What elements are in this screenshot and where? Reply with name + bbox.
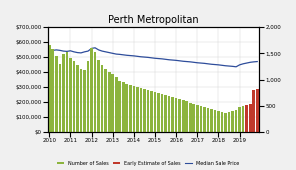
- Bar: [161, 94, 163, 132]
- Bar: [69, 57, 72, 132]
- Bar: [48, 46, 51, 132]
- Legend: Number of Sales, Early Estimate of Sales, Median Sale Price: Number of Sales, Early Estimate of Sales…: [55, 159, 241, 168]
- Bar: [122, 82, 125, 132]
- Bar: [171, 97, 174, 132]
- Bar: [196, 105, 199, 132]
- Bar: [200, 106, 202, 132]
- Bar: [182, 100, 184, 132]
- Bar: [129, 85, 132, 132]
- Bar: [59, 64, 61, 132]
- Bar: [66, 52, 68, 132]
- Bar: [73, 61, 75, 132]
- Bar: [249, 104, 252, 132]
- Bar: [235, 110, 237, 132]
- Bar: [154, 92, 156, 132]
- Bar: [147, 90, 149, 132]
- Bar: [115, 77, 118, 132]
- Bar: [76, 65, 79, 132]
- Bar: [136, 87, 139, 132]
- Bar: [210, 109, 213, 132]
- Bar: [217, 111, 220, 132]
- Bar: [62, 54, 65, 132]
- Bar: [80, 69, 82, 132]
- Bar: [94, 52, 96, 132]
- Bar: [108, 72, 110, 132]
- Bar: [245, 105, 248, 132]
- Title: Perth Metropolitan: Perth Metropolitan: [108, 15, 199, 25]
- Bar: [87, 61, 89, 132]
- Bar: [175, 98, 178, 132]
- Bar: [189, 103, 192, 132]
- Bar: [140, 88, 142, 132]
- Bar: [118, 81, 121, 132]
- Bar: [55, 56, 58, 132]
- Bar: [143, 89, 146, 132]
- Bar: [224, 113, 227, 132]
- Bar: [168, 96, 170, 132]
- Bar: [185, 101, 188, 132]
- Bar: [242, 106, 244, 132]
- Bar: [111, 74, 114, 132]
- Bar: [178, 99, 181, 132]
- Bar: [97, 60, 100, 132]
- Bar: [83, 70, 86, 132]
- Bar: [133, 86, 135, 132]
- Bar: [150, 91, 153, 132]
- Bar: [52, 49, 54, 132]
- Bar: [207, 108, 209, 132]
- Bar: [256, 89, 259, 132]
- Bar: [101, 65, 104, 132]
- Bar: [104, 69, 107, 132]
- Bar: [157, 93, 160, 132]
- Bar: [203, 107, 206, 132]
- Bar: [164, 95, 167, 132]
- Bar: [126, 84, 128, 132]
- Bar: [221, 112, 223, 132]
- Bar: [231, 111, 234, 132]
- Bar: [252, 90, 255, 132]
- Bar: [192, 104, 195, 132]
- Bar: [228, 112, 230, 132]
- Bar: [238, 107, 241, 132]
- Bar: [214, 110, 216, 132]
- Bar: [90, 48, 93, 132]
